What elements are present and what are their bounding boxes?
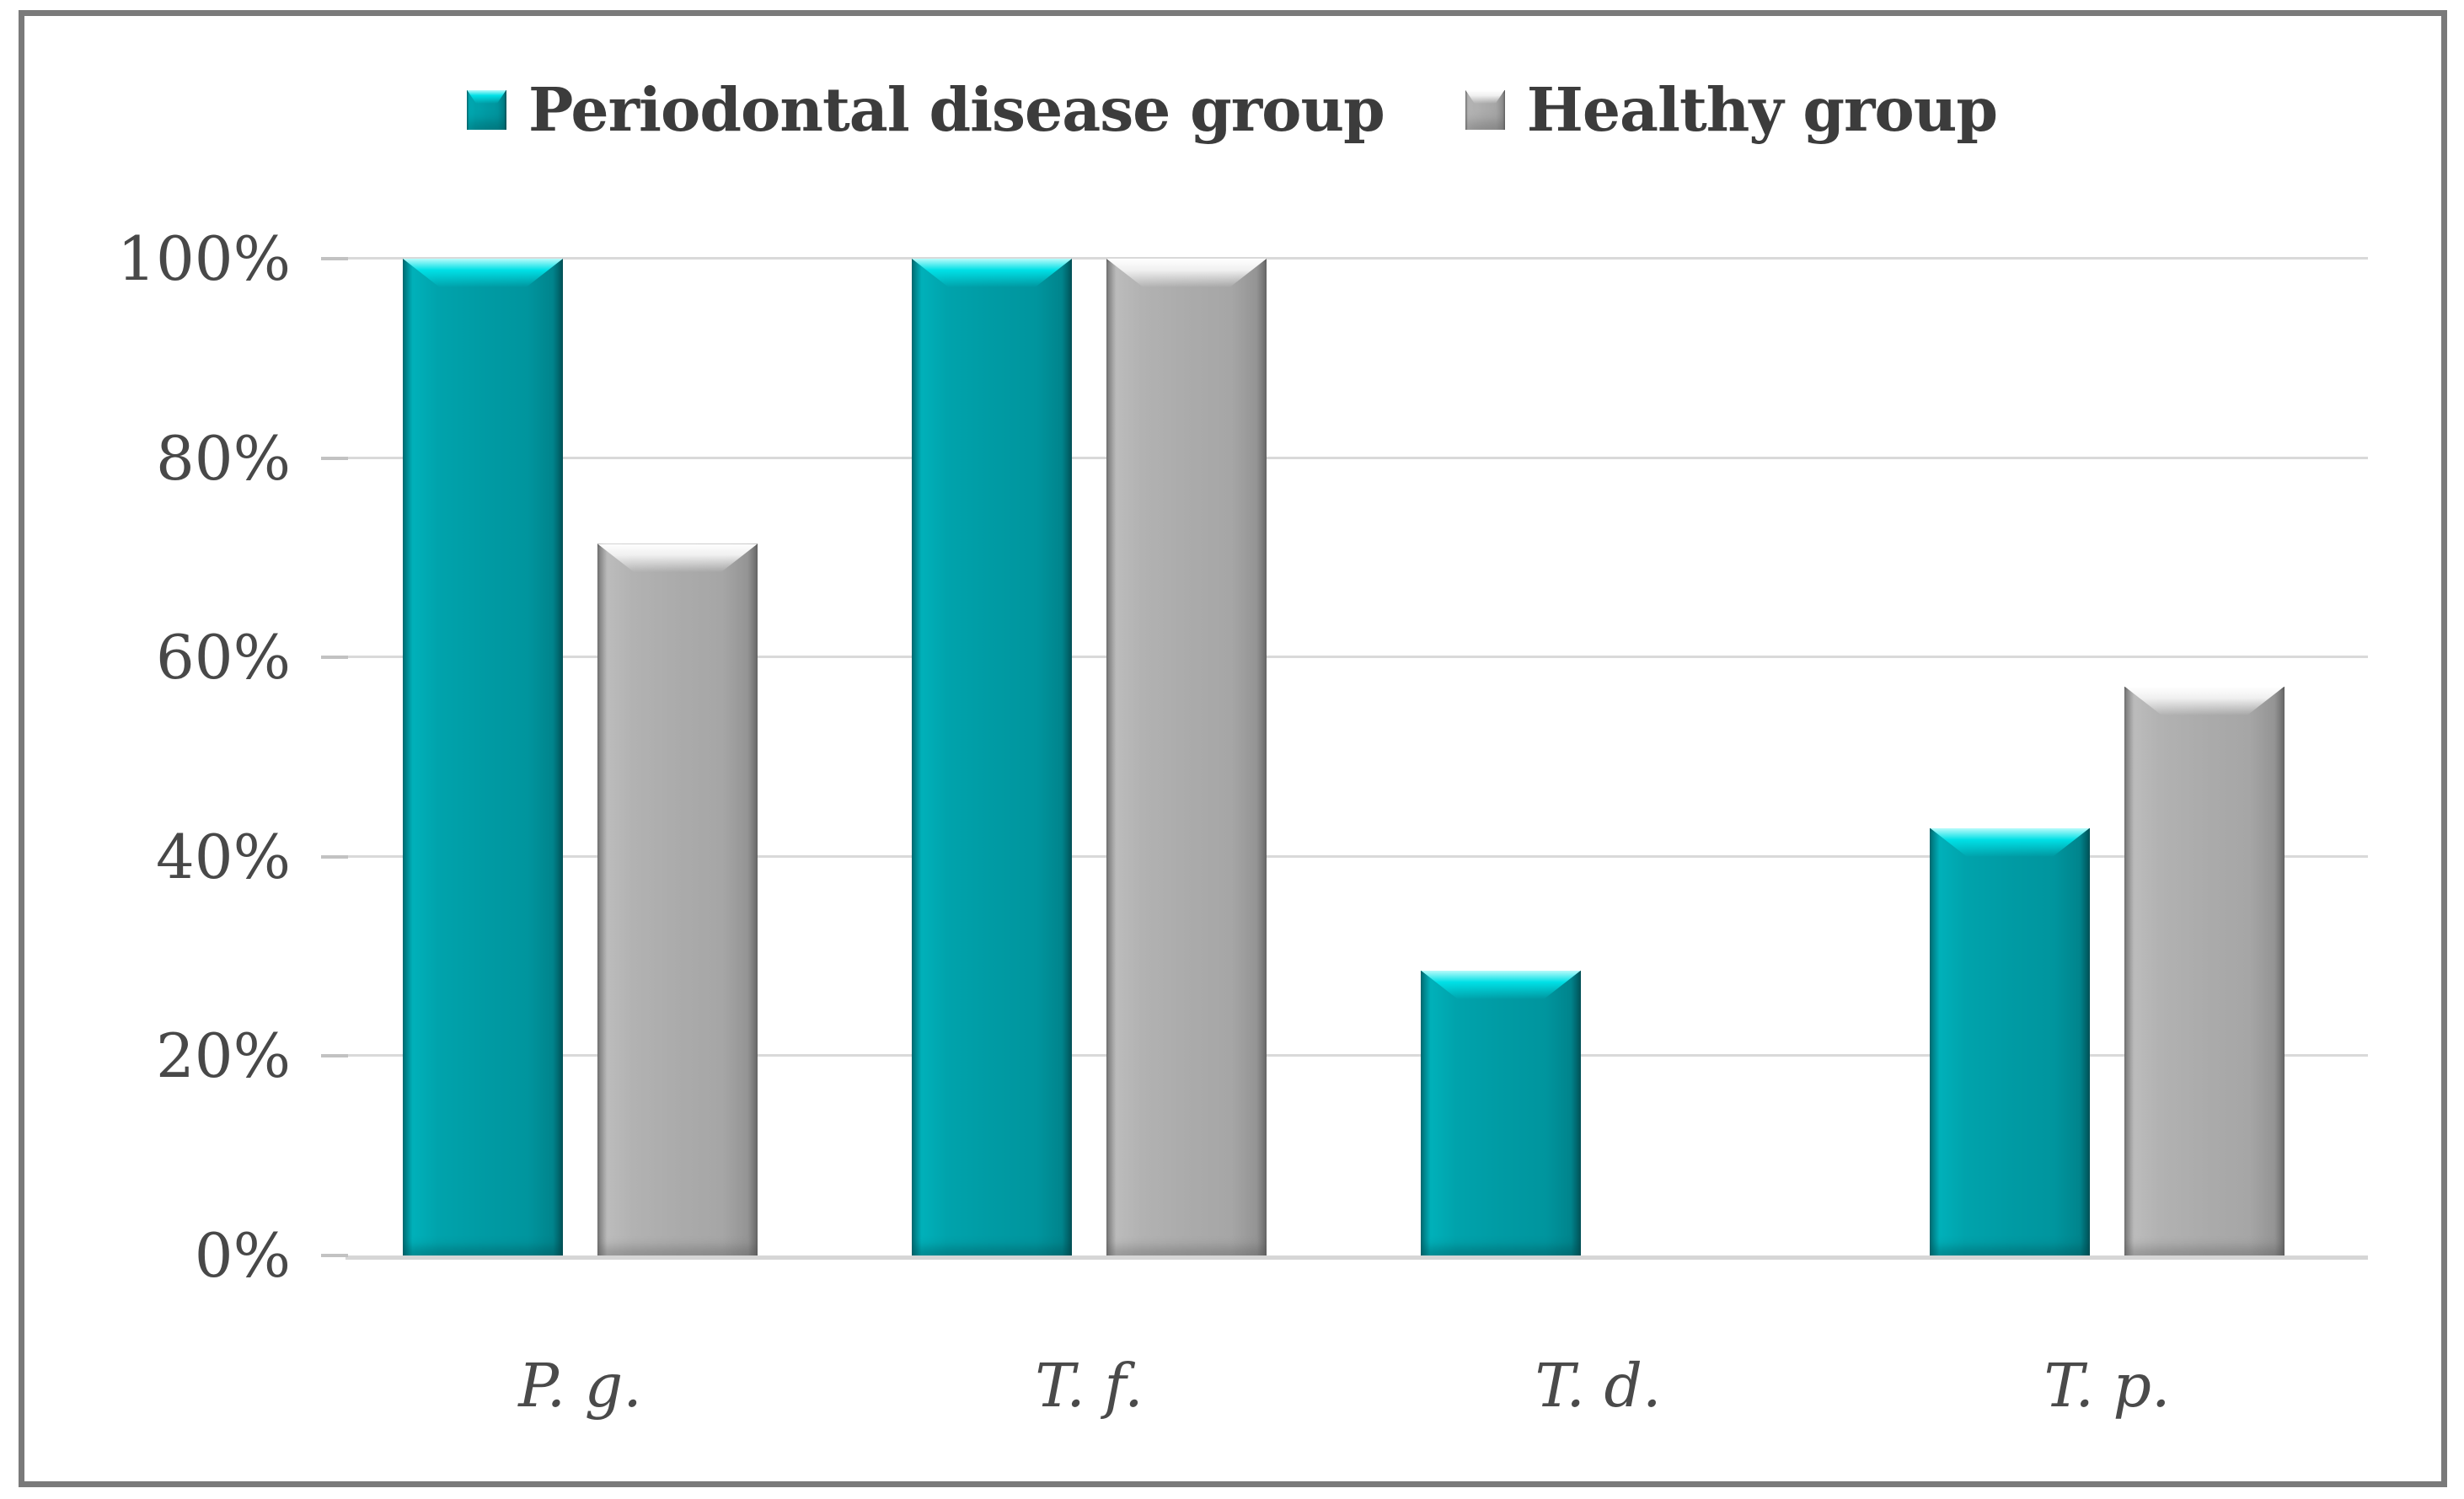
y-axis-tick-0 — [321, 1254, 348, 1257]
y-axis-label-100: 100% — [117, 223, 291, 294]
legend-item-periodontal-disease-group: Periodontal disease group — [466, 74, 1385, 145]
bar-periodontal-disease-group-p-g — [403, 259, 563, 1255]
bar-periodontal-disease-group-t-d — [1421, 970, 1581, 1255]
y-axis-label-60: 60% — [155, 622, 291, 693]
gridline-40 — [345, 854, 2368, 858]
legend-item-label: Healthy group — [1526, 74, 1998, 145]
y-axis-tick-40 — [321, 854, 348, 859]
legend-item-healthy-group: Healthy group — [1465, 74, 1998, 145]
gridline-100 — [345, 257, 2368, 260]
gridline-60 — [345, 656, 2368, 659]
y-axis-label-80: 80% — [155, 422, 291, 494]
x-axis-label-t-p: T. p. — [2044, 1351, 2171, 1421]
plot-area — [345, 257, 2368, 1260]
legend: Periodontal disease group Healthy group — [0, 74, 2464, 145]
gridline-20 — [345, 1054, 2368, 1057]
y-axis-tick-80 — [321, 456, 348, 460]
y-axis-tick-60 — [321, 656, 348, 660]
bar-healthy-group-p-g — [597, 543, 758, 1255]
teal-3d-square-icon — [466, 89, 506, 130]
bar-periodontal-disease-group-t-f — [912, 259, 1072, 1255]
x-axis-label-t-d: T. d. — [1535, 1351, 1662, 1421]
x-axis-label-p-g: P. g. — [518, 1351, 642, 1421]
y-axis-tick-100 — [321, 257, 348, 260]
legend-item-label: Periodontal disease group — [528, 74, 1385, 145]
bar-healthy-group-t-f — [1106, 259, 1267, 1255]
y-axis-label-0: 0% — [194, 1220, 291, 1291]
y-axis-label-40: 40% — [155, 821, 291, 892]
bar-periodontal-disease-group-t-p — [1930, 827, 2090, 1255]
y-axis-tick-20 — [321, 1054, 348, 1058]
gridline-80 — [345, 456, 2368, 459]
bar-healthy-group-t-p — [2124, 686, 2285, 1255]
y-axis-label-20: 20% — [155, 1020, 291, 1092]
gray-3d-square-icon — [1465, 89, 1505, 130]
x-axis-label-t-f: T. f. — [1035, 1351, 1144, 1421]
